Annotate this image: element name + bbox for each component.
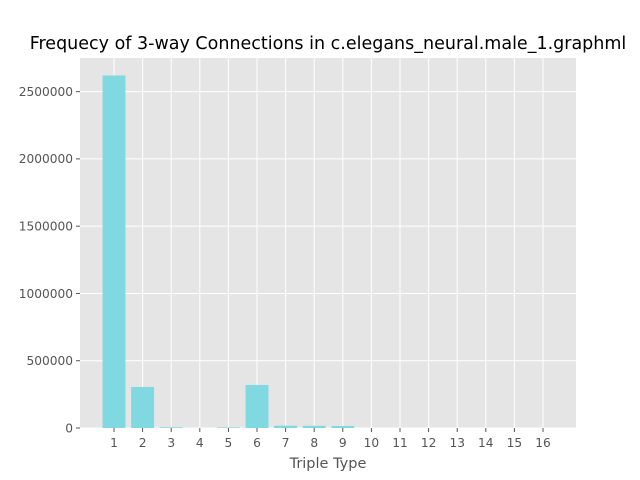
grid-lines (80, 58, 576, 429)
x-tick-label: 3 (167, 436, 175, 450)
bar-1 (102, 75, 126, 428)
x-tick-label: 15 (507, 436, 523, 450)
bar-3 (159, 427, 183, 428)
x-tick-label: 8 (310, 436, 318, 450)
x-axis-label: Triple Type (289, 456, 367, 472)
y-tick-label: 1500000 (19, 219, 73, 233)
x-tick-label: 9 (339, 436, 347, 450)
x-tick-label: 10 (364, 436, 380, 450)
x-tick-label: 11 (392, 436, 408, 450)
bar-6 (245, 384, 269, 428)
y-tick-label: 2000000 (19, 152, 73, 166)
y-ticks: 0 500000 1000000 1500000 2000000 2500000 (19, 85, 80, 435)
x-tick-label: 6 (253, 436, 261, 450)
y-tick-label: 500000 (26, 354, 73, 368)
chart-title: Frequecy of 3-way Connections in c.elega… (30, 34, 627, 54)
x-tick-label: 2 (139, 436, 147, 450)
y-tick-label: 2500000 (19, 85, 73, 99)
x-tick-label: 13 (449, 436, 465, 450)
y-tick-label: 0 (65, 421, 73, 435)
bar-5 (216, 427, 240, 428)
x-tick-label: 14 (478, 436, 494, 450)
bars (102, 75, 355, 428)
x-tick-label: 1 (110, 436, 118, 450)
x-tick-label: 16 (535, 436, 551, 450)
bar-2 (131, 386, 155, 428)
x-tick-label: 5 (225, 436, 233, 450)
x-tick-label: 7 (282, 436, 290, 450)
bar-8 (302, 425, 326, 428)
bar-7 (274, 425, 298, 428)
y-tick-label: 1000000 (19, 287, 73, 301)
x-tick-label: 12 (421, 436, 437, 450)
x-tick-label: 4 (196, 436, 204, 450)
x-ticks: 1 2 3 4 5 6 7 8 9 10 11 12 13 14 15 16 (110, 428, 551, 450)
plot-background (80, 58, 576, 428)
bar-9 (331, 425, 355, 428)
